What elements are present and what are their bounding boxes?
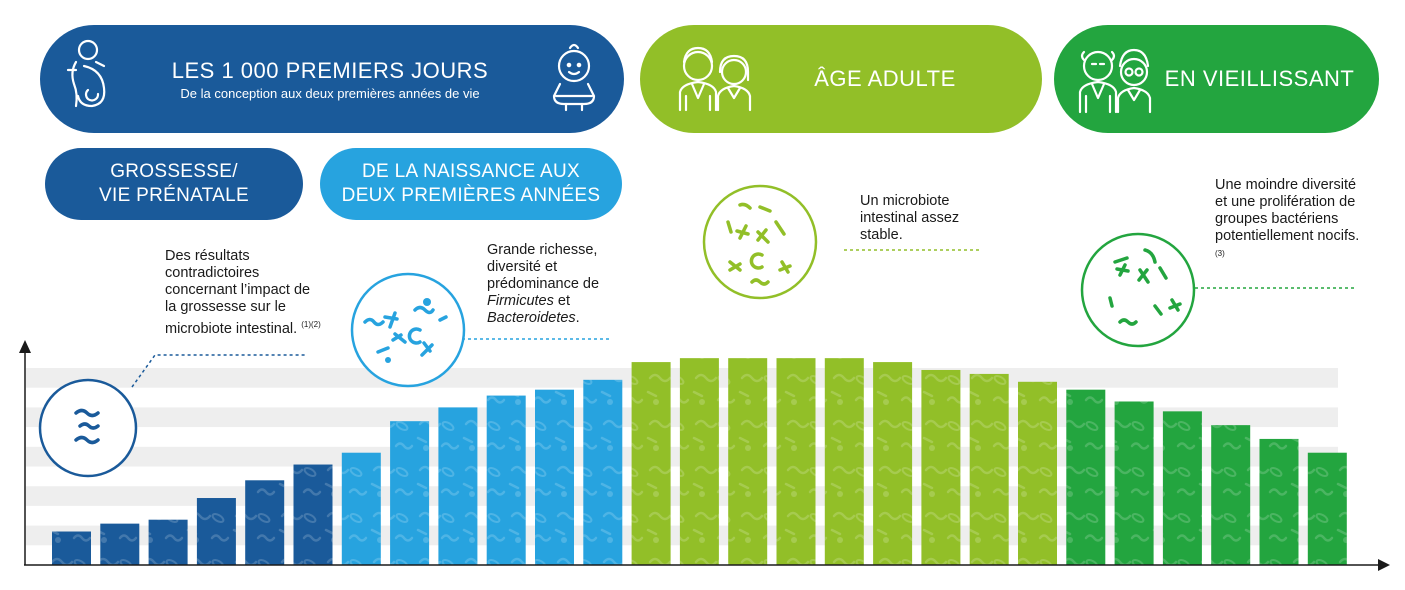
bar-texture-15	[728, 358, 768, 565]
adult-title: ÂGE ADULTE	[814, 66, 956, 91]
annotation-birth-bacteroidetes: Bacteroidetes	[487, 310, 576, 326]
annotation-birth-text-a: Grande richesse, diversité et prédominan…	[487, 242, 600, 292]
annotation-adult-text: Un microbiote intestinal assez stable.	[860, 193, 960, 243]
microbe-circle-icon	[38, 378, 138, 478]
bar-texture-24	[1162, 411, 1202, 565]
sub-stage-birth-line2: DEUX PREMIÈRES ANNÉES	[341, 185, 601, 206]
bar-texture-8	[390, 421, 430, 565]
bar-texture-18	[873, 362, 913, 565]
baby-icon	[552, 43, 596, 112]
annotation-aging-ref: (3)	[1215, 249, 1225, 258]
stage-pill-aging	[1054, 25, 1379, 133]
bar-texture-17	[824, 358, 864, 565]
sub-stage-pregnancy: GROSSESSE/ VIE PRÉNATALE	[45, 148, 303, 220]
bar-texture-5	[245, 480, 285, 565]
bar-texture-14	[679, 358, 719, 565]
annotation-birth: Grande richesse, diversité et prédominan…	[487, 242, 627, 327]
bar-texture-22	[1066, 389, 1106, 565]
bar-texture-16	[776, 358, 816, 565]
aging-title: EN VIEILLISSANT	[1164, 66, 1355, 91]
first-1000-days-title: LES 1 000 PREMIERS JOURS	[171, 57, 489, 83]
bar-texture-13	[631, 362, 671, 565]
bar-texture-6	[293, 464, 333, 565]
annotation-pregnancy-ref: (1)(2)	[301, 320, 321, 329]
bar-texture-25	[1211, 425, 1251, 565]
bar-texture-7	[341, 452, 381, 565]
stage-pill-adult	[640, 25, 1042, 133]
annotation-birth-text-b: et	[553, 293, 570, 309]
microbe-circle-icon	[350, 272, 466, 388]
bar-texture-19	[921, 369, 961, 565]
bar-texture-9	[438, 407, 478, 565]
first-1000-days-label: LES 1 000 PREMIERS JOURS De la conceptio…	[120, 25, 540, 133]
aging-label: EN VIEILLISSANT	[1152, 25, 1367, 133]
annotation-pregnancy-text: Des résultats contradictoires concernant…	[165, 248, 311, 337]
annotation-aging: Une moindre diversité et une proliférati…	[1215, 177, 1365, 267]
bar-texture-10	[486, 395, 526, 565]
adult-label: ÂGE ADULTE	[790, 25, 980, 133]
x-axis	[24, 559, 1390, 571]
bar-texture-20	[969, 373, 1009, 565]
chart-bars	[52, 358, 1347, 565]
bar-texture-4	[196, 498, 236, 565]
stage-pill-first-1000-days	[40, 25, 624, 133]
bar-texture-27	[1307, 452, 1347, 565]
sub-stage-pregnancy-line1: GROSSESSE/	[110, 161, 238, 182]
annotation-pregnancy: Des résultats contradictoires concernant…	[165, 248, 325, 338]
elderly-couple-icon	[1078, 48, 1152, 114]
bar-texture-12	[583, 379, 623, 565]
bar-texture-21	[1018, 381, 1057, 565]
y-axis	[19, 340, 31, 565]
bar-texture-11	[535, 389, 574, 565]
sub-stage-pregnancy-line2: VIE PRÉNATALE	[99, 185, 249, 206]
pregnancy-leader-line	[131, 354, 305, 388]
annotation-adult: Un microbiote intestinal assez stable.	[860, 193, 985, 244]
bar-texture-3	[148, 519, 188, 565]
bar-texture-26	[1259, 438, 1299, 565]
adult-couple-icon	[678, 46, 752, 112]
annotation-birth-firmicutes: Firmicutes	[487, 293, 554, 309]
microbe-circle-icon	[1080, 232, 1196, 348]
bar-texture-1	[52, 531, 91, 565]
sub-stage-birth: DE LA NAISSANCE AUX DEUX PREMIÈRES ANNÉE…	[320, 148, 622, 220]
sub-stage-birth-line1: DE LA NAISSANCE AUX	[362, 161, 580, 182]
bar-texture-23	[1114, 401, 1154, 565]
annotation-aging-text: Une moindre diversité et une proliférati…	[1215, 177, 1360, 244]
pregnant-woman-icon	[66, 39, 106, 108]
first-1000-days-subtitle: De la conception aux deux premières anné…	[180, 85, 480, 101]
microbe-circle-icon	[702, 184, 818, 300]
annotation-birth-text-c: .	[575, 310, 580, 326]
bar-texture-2	[100, 523, 140, 565]
